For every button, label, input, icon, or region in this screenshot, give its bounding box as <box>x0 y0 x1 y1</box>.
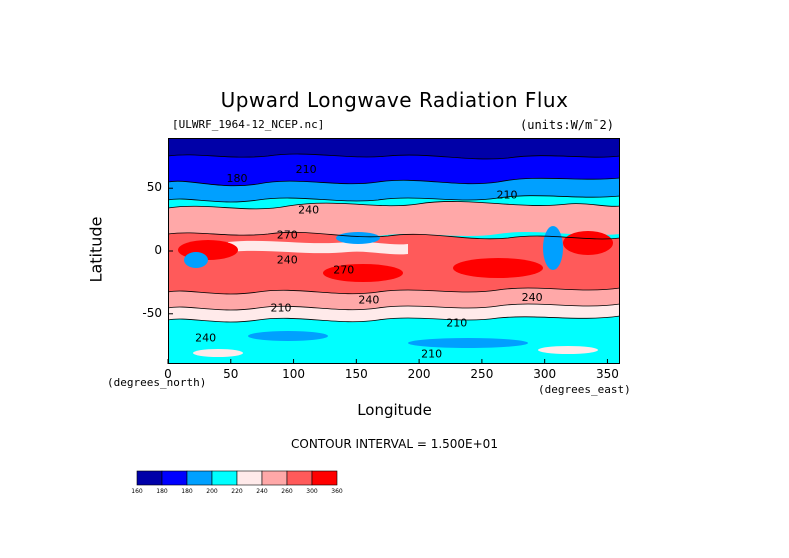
chart-title: Upward Longwave Radiation Flux <box>220 88 569 112</box>
x-axis-label: Longitude <box>357 401 432 419</box>
south-blue-patch-1 <box>248 331 328 341</box>
colorbar-swatch <box>261 470 288 486</box>
south-blue-patch-2 <box>408 338 528 348</box>
x-axis-units: (degrees_east) <box>538 383 631 396</box>
hotspot-southpacific <box>323 264 403 282</box>
colorbar-swatch <box>286 470 313 486</box>
colorbar-swatch <box>136 470 163 486</box>
colorbar-swatch <box>236 470 263 486</box>
contour-label: 240 <box>277 254 298 267</box>
x-tick-label: 300 <box>533 367 557 381</box>
south-pale-band <box>168 304 620 322</box>
x-tick-label: 350 <box>595 367 619 381</box>
contour-label: 270 <box>277 228 298 241</box>
units-label: (units:W/m¯2) <box>520 118 614 132</box>
colorbar-level-label: 220 <box>231 488 243 495</box>
x-tick-label: 50 <box>223 367 239 381</box>
south-subtropic-pink <box>168 288 620 310</box>
contour-label: 210 <box>296 163 317 176</box>
contour-label: 210 <box>421 348 442 361</box>
south-pale-patch-2 <box>193 349 243 357</box>
north-blue-band <box>168 154 620 186</box>
contour-label: 180 <box>227 172 248 185</box>
colorbar-level-label: 160 <box>131 488 143 495</box>
north-subtropic-pink <box>168 201 620 238</box>
y-axis-units: (degrees_north) <box>107 376 207 389</box>
x-tick-label: 250 <box>470 367 494 381</box>
x-tick-label: 100 <box>282 367 305 381</box>
colorbar-swatch <box>211 470 238 486</box>
contour-label: 270 <box>333 264 354 277</box>
y-tick-label: 0 <box>154 243 162 257</box>
x-tick-label: 150 <box>344 367 368 381</box>
colorbar-swatch <box>311 470 338 486</box>
contour-lines <box>168 153 620 323</box>
y-tick-label: 50 <box>146 180 162 195</box>
y-tick-label: -50 <box>142 305 162 320</box>
colorbar-level-label: 300 <box>306 488 318 495</box>
contour-interval-text: CONTOUR INTERVAL = 1.500E+01 <box>291 437 498 451</box>
contour-label: 240 <box>298 203 319 216</box>
colorbar-level-label: 260 <box>281 488 293 495</box>
dataset-label: [ULWRF_1964-12_NCEP.nc] <box>172 118 325 131</box>
contour-label: 210 <box>446 316 467 329</box>
x-tick-label: 200 <box>407 367 431 381</box>
contour-label: 210 <box>271 301 292 314</box>
colorbar-level-label: 180 <box>181 488 193 495</box>
north-polar-band <box>168 138 620 159</box>
contour-label: 240 <box>195 331 216 344</box>
colorbar-swatch <box>161 470 188 486</box>
colorbar-swatch <box>186 470 213 486</box>
contour-label: 240 <box>522 291 543 304</box>
colorbar-level-label: 360 <box>331 488 343 495</box>
cold-patch-indonesia <box>336 232 380 244</box>
colorbar-level-label: 240 <box>256 488 268 495</box>
contour-label: 240 <box>358 294 379 307</box>
south-pale-patch <box>538 346 598 354</box>
colorbar <box>136 470 338 486</box>
north-mid-blue <box>168 178 620 202</box>
cold-patch-africa <box>184 252 208 268</box>
hotspot-eastpacific <box>453 258 543 278</box>
colorbar-level-label: 200 <box>206 488 218 495</box>
hotspot-atlantic <box>563 231 613 255</box>
y-axis-label: Latitude <box>86 216 106 283</box>
colorbar-level-label: 180 <box>156 488 168 495</box>
equatorial-pale-strip <box>228 240 408 255</box>
x-tick-label: 0 <box>164 367 172 381</box>
contour-label: 210 <box>497 188 518 201</box>
